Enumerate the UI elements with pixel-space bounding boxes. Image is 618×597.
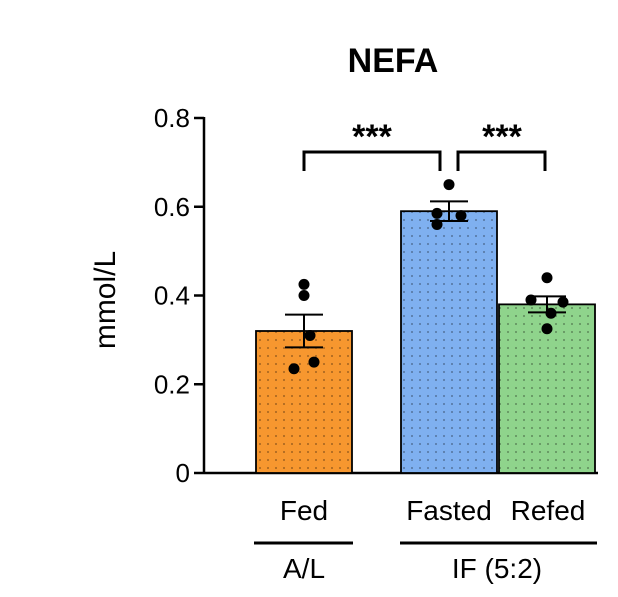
x-tick-label: Fasted (406, 495, 492, 526)
x-axis-labels: Fed Fasted Refed A/L IF (5:2) (254, 495, 597, 584)
data-point (455, 210, 467, 222)
data-point (431, 207, 443, 219)
data-point (557, 296, 569, 308)
data-point (541, 272, 553, 284)
data-point (304, 329, 316, 341)
significance-bracket (302, 150, 442, 171)
x-tick-label: Refed (511, 495, 586, 526)
data-point (431, 219, 443, 230)
y-axis-label: mmol/L (89, 251, 122, 349)
significance-label: *** (352, 118, 392, 156)
data-point (298, 278, 310, 290)
x-tick-label: Fed (280, 495, 328, 526)
data-point (288, 363, 300, 375)
y-tick-label: 0.8 (154, 103, 190, 133)
y-tick-label: 0.4 (154, 281, 190, 311)
data-point (545, 307, 557, 319)
significance-bracket (456, 150, 547, 171)
data-point (308, 356, 320, 368)
bar-texture-fasted (401, 211, 497, 473)
data-point (525, 294, 537, 306)
y-tick-label: 0.2 (154, 369, 190, 399)
data-points (288, 179, 569, 375)
group-label: A/L (283, 553, 325, 584)
data-point (443, 179, 455, 191)
y-tick-label: 0 (176, 458, 190, 488)
significance-label: *** (482, 118, 522, 156)
bar-texture-fed (256, 331, 352, 473)
chart-title: NEFA (348, 42, 439, 80)
group-label: IF (5:2) (452, 553, 542, 584)
data-point (541, 323, 553, 335)
y-tick-label: 0.6 (154, 192, 190, 222)
significance-brackets: *** *** (302, 118, 547, 171)
data-point (298, 290, 310, 301)
